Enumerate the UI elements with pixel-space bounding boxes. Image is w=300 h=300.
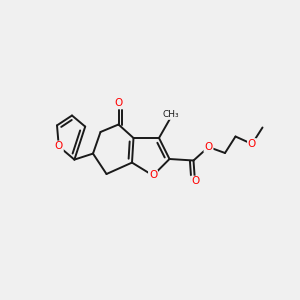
Text: O: O: [204, 142, 213, 152]
Text: O: O: [149, 170, 157, 181]
Text: O: O: [191, 176, 199, 187]
Text: O: O: [114, 98, 123, 109]
Text: O: O: [248, 139, 256, 149]
Text: O: O: [55, 141, 63, 152]
Text: CH₃: CH₃: [163, 110, 179, 119]
